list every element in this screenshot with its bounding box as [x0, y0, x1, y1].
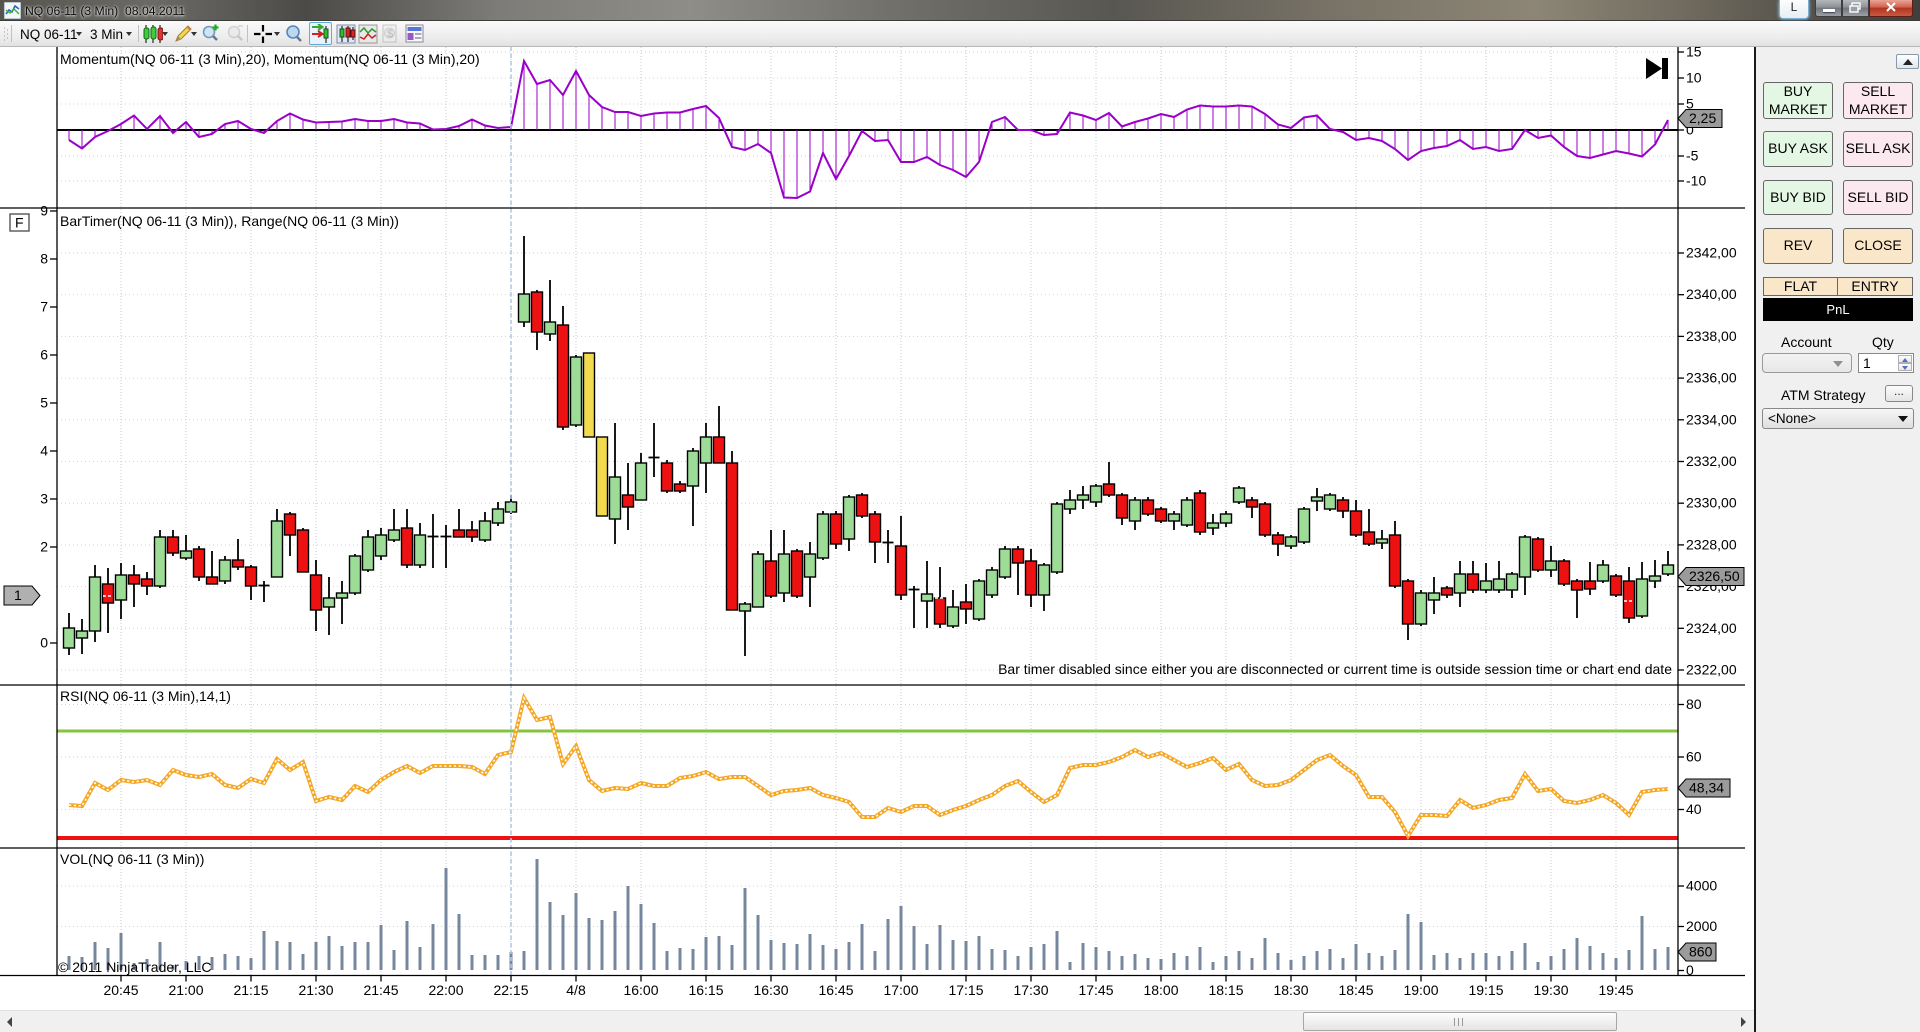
- svg-text:19:30: 19:30: [1533, 982, 1568, 998]
- svg-text:Bar timer disabled since eithe: Bar timer disabled since either you are …: [998, 661, 1672, 677]
- svg-text:VOL(NQ 06-11 (3 Min)): VOL(NQ 06-11 (3 Min)): [60, 851, 204, 867]
- svg-text:21:15: 21:15: [233, 982, 268, 998]
- svg-text:18:45: 18:45: [1338, 982, 1373, 998]
- svg-text:4: 4: [40, 443, 48, 459]
- svg-text:2330,00: 2330,00: [1686, 495, 1737, 511]
- svg-text:17:45: 17:45: [1078, 982, 1113, 998]
- svg-text:16:15: 16:15: [688, 982, 723, 998]
- svg-text:6: 6: [40, 347, 48, 363]
- svg-text:2324,00: 2324,00: [1686, 620, 1737, 636]
- svg-text:-10: -10: [1686, 173, 1706, 189]
- svg-text:40: 40: [1686, 801, 1702, 817]
- svg-text:16:45: 16:45: [818, 982, 853, 998]
- svg-text:2000: 2000: [1686, 918, 1717, 934]
- svg-text:21:00: 21:00: [168, 982, 203, 998]
- svg-text:48,34: 48,34: [1689, 780, 1724, 796]
- svg-text:17:15: 17:15: [948, 982, 983, 998]
- svg-text:22:15: 22:15: [493, 982, 528, 998]
- svg-text:2338,00: 2338,00: [1686, 328, 1737, 344]
- svg-text:© 2011 NinjaTrader, LLC: © 2011 NinjaTrader, LLC: [58, 959, 212, 975]
- svg-text:80: 80: [1686, 696, 1702, 712]
- svg-text:16:00: 16:00: [623, 982, 658, 998]
- svg-text:2328,00: 2328,00: [1686, 536, 1737, 552]
- svg-text:18:15: 18:15: [1208, 982, 1243, 998]
- svg-text:0: 0: [1686, 962, 1694, 978]
- svg-text:-5: -5: [1686, 148, 1699, 164]
- svg-text:10: 10: [1686, 70, 1702, 86]
- svg-text:2342,00: 2342,00: [1686, 245, 1737, 261]
- svg-text:2340,00: 2340,00: [1686, 286, 1737, 302]
- svg-text:1: 1: [14, 587, 22, 603]
- svg-text:Momentum(NQ 06-11 (3 Min),20),: Momentum(NQ 06-11 (3 Min),20), Momentum(…: [60, 51, 480, 67]
- svg-text:19:45: 19:45: [1598, 982, 1633, 998]
- svg-text:0: 0: [1686, 122, 1694, 138]
- svg-text:9: 9: [40, 203, 48, 219]
- svg-text:RSI(NQ 06-11 (3 Min),14,1): RSI(NQ 06-11 (3 Min),14,1): [60, 688, 231, 704]
- svg-text:22:00: 22:00: [428, 982, 463, 998]
- svg-text:2336,00: 2336,00: [1686, 370, 1737, 386]
- svg-text:2322,00: 2322,00: [1686, 662, 1737, 678]
- svg-text:5: 5: [1686, 96, 1694, 112]
- svg-text:20:45: 20:45: [103, 982, 138, 998]
- svg-text:21:45: 21:45: [363, 982, 398, 998]
- svg-text:17:30: 17:30: [1013, 982, 1048, 998]
- svg-text:3: 3: [40, 491, 48, 507]
- svg-text:2,25: 2,25: [1689, 110, 1716, 126]
- svg-text:18:00: 18:00: [1143, 982, 1178, 998]
- svg-text:2: 2: [40, 539, 48, 555]
- svg-text:16:30: 16:30: [753, 982, 788, 998]
- svg-text:2332,00: 2332,00: [1686, 453, 1737, 469]
- svg-text:19:00: 19:00: [1403, 982, 1438, 998]
- svg-text:18:30: 18:30: [1273, 982, 1308, 998]
- svg-text:BarTimer(NQ 06-11 (3 Min)), Ra: BarTimer(NQ 06-11 (3 Min)), Range(NQ 06-…: [60, 213, 399, 229]
- svg-text:F: F: [15, 215, 24, 231]
- svg-text:15: 15: [1686, 44, 1702, 60]
- svg-text:2334,00: 2334,00: [1686, 411, 1737, 427]
- svg-text:5: 5: [40, 395, 48, 411]
- svg-text:17:00: 17:00: [883, 982, 918, 998]
- svg-text:19:15: 19:15: [1468, 982, 1503, 998]
- svg-text:7: 7: [40, 299, 48, 315]
- svg-text:8: 8: [40, 251, 48, 267]
- svg-text:860: 860: [1689, 944, 1713, 960]
- svg-text:4000: 4000: [1686, 878, 1717, 894]
- svg-text:$: $: [387, 28, 393, 40]
- svg-text:21:30: 21:30: [298, 982, 333, 998]
- svg-text:0: 0: [40, 635, 48, 651]
- svg-text:2326,50: 2326,50: [1689, 568, 1740, 584]
- svg-text:60: 60: [1686, 749, 1702, 765]
- svg-text:4/8: 4/8: [566, 982, 586, 998]
